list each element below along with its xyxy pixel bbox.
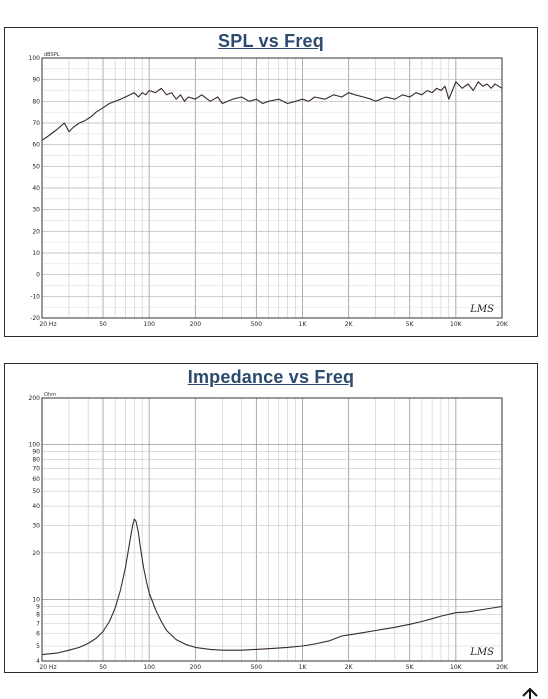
y-tick-label: 200 (29, 395, 41, 402)
x-tick-label: 20K (496, 664, 509, 671)
x-tick-label: 20 Hz (39, 321, 56, 328)
x-tick-label: 2K (345, 664, 354, 671)
y-tick-label: 60 (32, 142, 40, 149)
grid (41, 397, 503, 662)
y-tick-label: 90 (32, 77, 40, 84)
impedance-chart-title: Impedance vs Freq (187, 367, 355, 387)
x-tick-label: 1K (299, 664, 308, 671)
x-tick-label: 500 (251, 664, 263, 671)
x-tick-label: 200 (190, 664, 202, 671)
y-tick-label: 6 (36, 631, 40, 638)
x-tick-label: 50 (99, 321, 107, 328)
plot-frame (41, 57, 503, 319)
x-tick-label: 500 (251, 321, 263, 328)
y-tick-label: 100 (29, 55, 41, 62)
y-tick-label: 60 (32, 476, 40, 483)
y-tick-label: 10 (32, 250, 40, 257)
x-tick-label: 2K (345, 321, 354, 328)
y-tick-label: 5 (36, 643, 40, 650)
grid (41, 57, 503, 319)
x-tick-label: 1K (299, 321, 308, 328)
scroll-top-icon[interactable] (516, 683, 544, 699)
y-tick-label: 20 (32, 228, 40, 235)
brand-logo: LMS (469, 304, 494, 315)
y-tick-label: -20 (30, 315, 40, 322)
spl-chart-panel: SPL vs Freq 100 90 80 70 60 50 40 30 20 10 0 -10 -20… (4, 27, 538, 337)
y-tick-label: 9 (36, 603, 40, 610)
y-tick-label: 0 (36, 272, 40, 279)
y-tick-label: 80 (32, 457, 40, 464)
x-tick-label: 5K (406, 321, 415, 328)
y-tick-label: -10 (30, 293, 40, 300)
x-tick-label: 100 (143, 664, 155, 671)
y-tick-label: 10 (32, 596, 40, 603)
x-tick-label: 200 (190, 321, 202, 328)
y-tick-label: 20 (32, 550, 40, 557)
y-tick-label: 40 (32, 185, 40, 192)
brand-logo: LMS (469, 647, 494, 658)
y-tick-label: 50 (32, 488, 40, 495)
y-tick-label: 7 (36, 620, 40, 627)
x-tick-label: 50 (99, 664, 107, 671)
y-tick-label: 100 (29, 442, 41, 449)
x-tick-label: 20K (496, 321, 509, 328)
spl-chart-title: SPL vs Freq (218, 31, 324, 51)
plot-frame (41, 397, 503, 662)
y-axis-unit-label: Ohm (44, 392, 56, 398)
x-tick-label: 10K (450, 321, 463, 328)
impedance-chart-panel: Impedance vs Freq 200 100 90 80 70 60 50 40 30 20… (4, 363, 538, 673)
y-tick-label: 4 (36, 658, 40, 665)
x-tick-label: 5K (406, 664, 415, 671)
y-tick-label: 80 (32, 98, 40, 105)
y-tick-label: 70 (32, 466, 40, 473)
y-tick-label: 50 (32, 163, 40, 170)
y-tick-label: 30 (32, 523, 40, 530)
y-tick-label: 70 (32, 120, 40, 127)
y-tick-label: 8 (36, 611, 40, 618)
y-tick-label: 40 (32, 503, 40, 510)
x-tick-label: 10K (450, 664, 463, 671)
x-tick-label: 20 Hz (39, 664, 56, 671)
series-line (41, 518, 503, 656)
y-tick-label: 30 (32, 207, 40, 214)
x-tick-label: 100 (143, 321, 155, 328)
series-line (41, 81, 503, 141)
y-axis-unit-label: dBSPL (44, 52, 60, 58)
y-tick-label: 90 (32, 449, 40, 456)
